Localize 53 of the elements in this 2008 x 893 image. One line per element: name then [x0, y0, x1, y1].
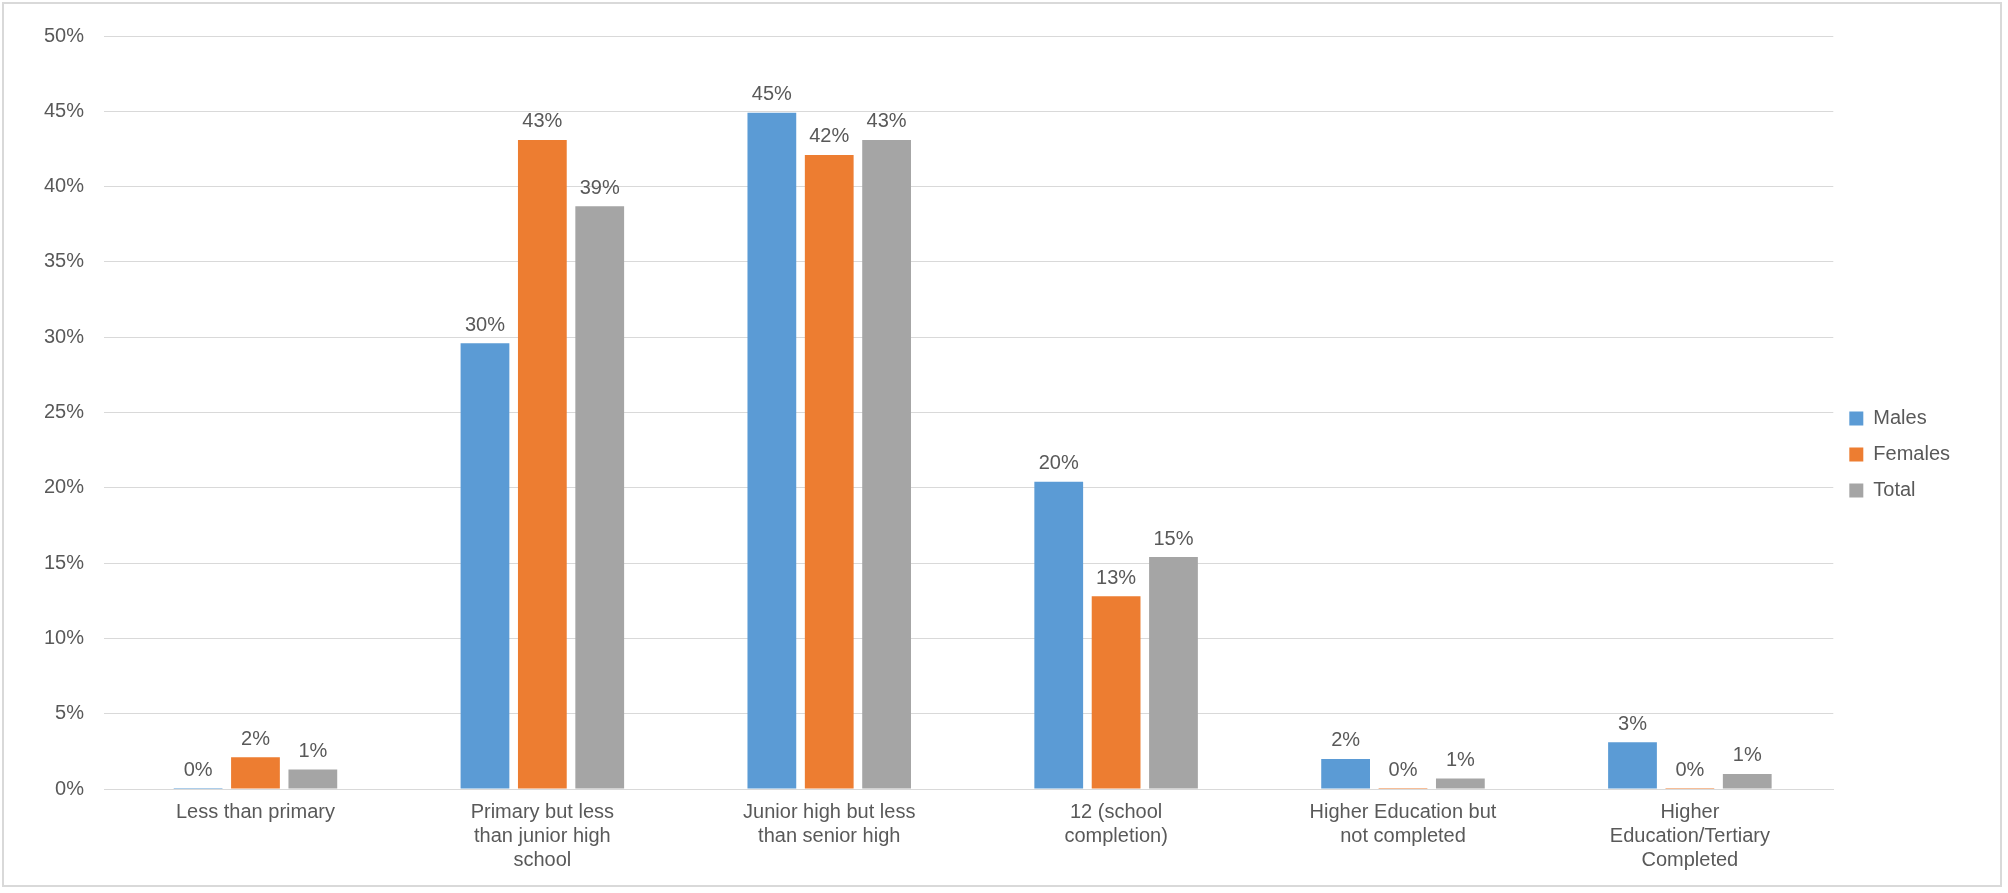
data-label: 2% — [241, 726, 271, 749]
data-label: 1% — [1732, 743, 1762, 766]
bar — [288, 769, 338, 789]
bar — [231, 757, 280, 789]
bar — [517, 139, 567, 789]
y-tick-label: 10% — [44, 625, 85, 648]
bar — [804, 154, 854, 789]
y-tick-label: 30% — [44, 324, 85, 347]
y-tick-label: 15% — [44, 550, 85, 573]
data-label: 0% — [183, 757, 213, 780]
bar — [747, 112, 797, 789]
bar — [862, 139, 911, 789]
bar — [1435, 778, 1485, 789]
data-label: 39% — [579, 175, 620, 198]
data-label: 20% — [1038, 451, 1079, 474]
bar — [1608, 742, 1657, 789]
bar — [1091, 596, 1141, 789]
y-tick-label: 25% — [44, 400, 85, 423]
y-tick-label: 5% — [55, 701, 85, 724]
legend-label: Males — [1873, 406, 1927, 429]
data-label: 3% — [1618, 711, 1648, 734]
data-label: 13% — [1096, 565, 1137, 588]
legend-label: Total — [1873, 478, 1916, 501]
x-tick-label: Primary but less than junior high school — [470, 799, 615, 870]
x-tick-label: Junior high but less than senior high — [743, 799, 916, 846]
data-label: 1% — [1445, 747, 1476, 770]
bar — [1321, 758, 1370, 789]
data-label: 0% — [1675, 757, 1705, 780]
data-label: 45% — [751, 82, 793, 105]
data-label: 2% — [1331, 728, 1361, 751]
data-label: 42% — [809, 124, 850, 147]
bar — [1722, 773, 1772, 789]
data-label: 30% — [464, 312, 506, 335]
y-tick-label: 50% — [44, 23, 85, 46]
bar — [575, 206, 625, 789]
x-tick-label: Less than primary — [175, 799, 335, 822]
y-tick-label: 40% — [44, 174, 85, 197]
data-label: 15% — [1153, 526, 1194, 549]
data-label: 0% — [1388, 757, 1418, 780]
x-tick-label: Higher Education/Tertiary Completed — [1609, 799, 1770, 870]
data-label: 43% — [522, 109, 563, 132]
data-label: 1% — [298, 738, 328, 761]
y-tick-label: 20% — [44, 475, 85, 498]
legend-label: Females — [1873, 442, 1951, 465]
y-tick-label: 35% — [44, 249, 85, 272]
x-tick-label: 12 (school completion) — [1064, 799, 1168, 846]
bar — [1149, 557, 1198, 789]
data-label: 43% — [866, 109, 907, 132]
y-tick-label: 0% — [55, 776, 85, 799]
y-tick-label: 45% — [44, 98, 85, 121]
bar — [460, 343, 510, 789]
x-tick-label: Higher Education but not completed — [1309, 799, 1497, 846]
bar — [1034, 481, 1084, 789]
